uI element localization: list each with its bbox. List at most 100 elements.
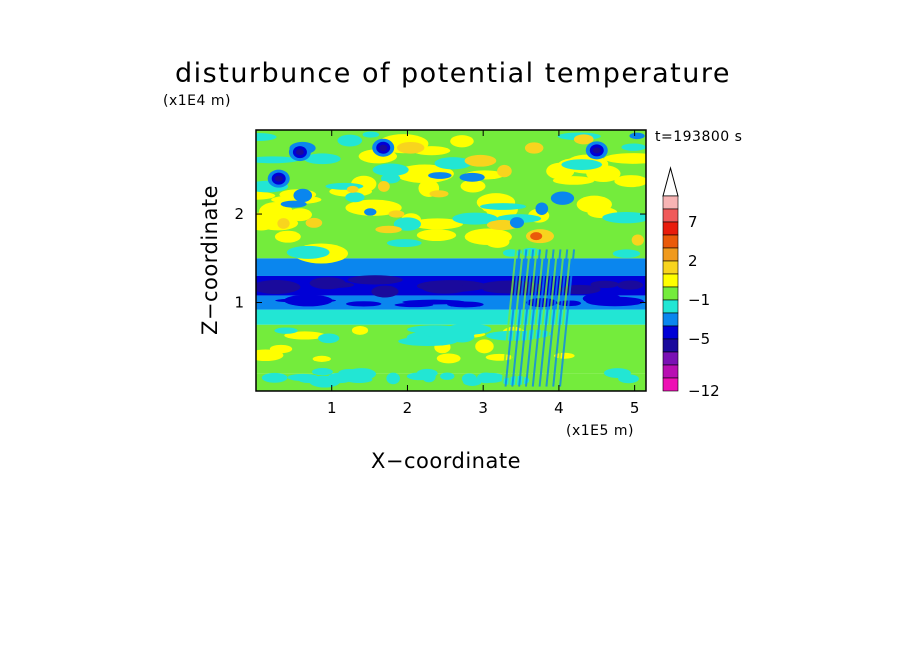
contour-cell [386, 239, 422, 248]
contour-cell [631, 234, 644, 246]
x-axis-label: X−coordinate [371, 449, 521, 473]
colorbar: 7 2 −1 −5 −12 [662, 166, 720, 400]
contour-cell [377, 180, 390, 192]
contour-cell [284, 294, 333, 307]
x-axis: 1 2 3 4 5 [327, 130, 639, 417]
wave-streak [555, 249, 572, 387]
contour-cell [479, 203, 527, 210]
wave-streak [521, 249, 538, 387]
contour-cell [450, 135, 474, 148]
contour-cell [327, 372, 353, 384]
contour-cell [286, 245, 330, 259]
contour-cell [612, 249, 641, 258]
x-tick-label: 2 [403, 399, 413, 417]
contour-cell [364, 208, 377, 216]
colorbar-label: −5 [688, 330, 710, 348]
contour-cell [372, 163, 409, 177]
contour-cell [345, 199, 402, 216]
y-tick-label: 1 [234, 294, 244, 312]
chart-title: disturbunce of potential temperature [175, 58, 731, 89]
contour-cell [447, 301, 484, 308]
contour-cell [428, 172, 452, 179]
contour-cell [256, 191, 276, 200]
colorbar-swatch [662, 273, 679, 288]
contour-cell [452, 212, 498, 225]
contour-cell [309, 277, 346, 290]
contour-cell [295, 149, 304, 156]
contour-cell [550, 191, 575, 205]
contour-cell [576, 195, 612, 214]
colorbar-swatch [662, 247, 679, 262]
contour-cell [464, 154, 497, 167]
contour-cell [585, 296, 644, 307]
wave-streak [545, 249, 562, 387]
contour-cell [256, 156, 299, 164]
contour-cell [393, 217, 421, 231]
wave-streak [531, 249, 548, 387]
contour-cell [586, 165, 621, 183]
contour-cell [261, 372, 288, 383]
colorbar-label: 2 [688, 252, 698, 270]
contour-cell [256, 280, 301, 294]
contour-cell [380, 173, 401, 184]
contour-cell [256, 133, 277, 141]
contour-cell [509, 217, 525, 229]
colorbar-swatch [662, 377, 679, 392]
contour-cell [304, 153, 341, 165]
wave-streak [518, 249, 535, 387]
contour-cell [561, 159, 603, 171]
contour-cell [440, 372, 455, 380]
colorbar-swatch [662, 351, 679, 366]
contour-cell [524, 142, 544, 154]
contour-cell [497, 164, 512, 178]
contour-cell [621, 143, 646, 151]
colorbar-label: −1 [688, 291, 710, 309]
contour-cell [305, 217, 323, 228]
contour-cell [475, 339, 494, 354]
contour-cell [386, 372, 400, 385]
colorbar-swatch [662, 234, 679, 249]
contour-cell [347, 275, 403, 285]
wave-streak [559, 249, 576, 387]
contour-cell [362, 131, 380, 138]
time-stamp: t=193800 s [655, 129, 743, 145]
wave-streak [548, 249, 565, 387]
contour-cell [293, 188, 313, 203]
contour-cell [411, 218, 463, 230]
contour-cell [311, 367, 333, 376]
contour-cell [312, 355, 331, 362]
contour-cell [379, 144, 388, 151]
plot-frame [255, 129, 647, 392]
colorbar-swatch [662, 208, 679, 223]
contour-cell [614, 175, 646, 188]
contour-cell [592, 147, 601, 154]
contour-cell [502, 249, 520, 257]
contour-cell [371, 285, 399, 298]
contour-cell [277, 218, 290, 229]
colorbar-swatch [662, 364, 679, 379]
contour-cell [274, 175, 283, 182]
contour-cell [603, 368, 631, 378]
z-axis-unit: (x1E4 m) [163, 93, 231, 109]
contour-cell [460, 179, 486, 193]
contour-cell [375, 225, 402, 234]
contour-cell [416, 368, 438, 378]
colorbar-swatch [662, 286, 679, 301]
contour-cell [351, 325, 369, 335]
contour-cell [535, 202, 549, 215]
contour-cell [629, 132, 645, 140]
contour-cell [337, 134, 363, 147]
contour-cell [280, 200, 307, 208]
wave-streak [535, 249, 552, 387]
colorbar-swatch [662, 260, 679, 275]
contour-cell [416, 229, 457, 242]
contour-cell [604, 153, 646, 164]
colorbar-swatch [662, 221, 679, 236]
colorbar-swatch [662, 195, 679, 210]
contour-cell [396, 141, 425, 154]
contour-band [256, 309, 646, 325]
contour-cell [429, 190, 449, 198]
contour-cell [477, 372, 505, 383]
contour-cell [318, 333, 340, 344]
contour-cell [422, 283, 468, 294]
